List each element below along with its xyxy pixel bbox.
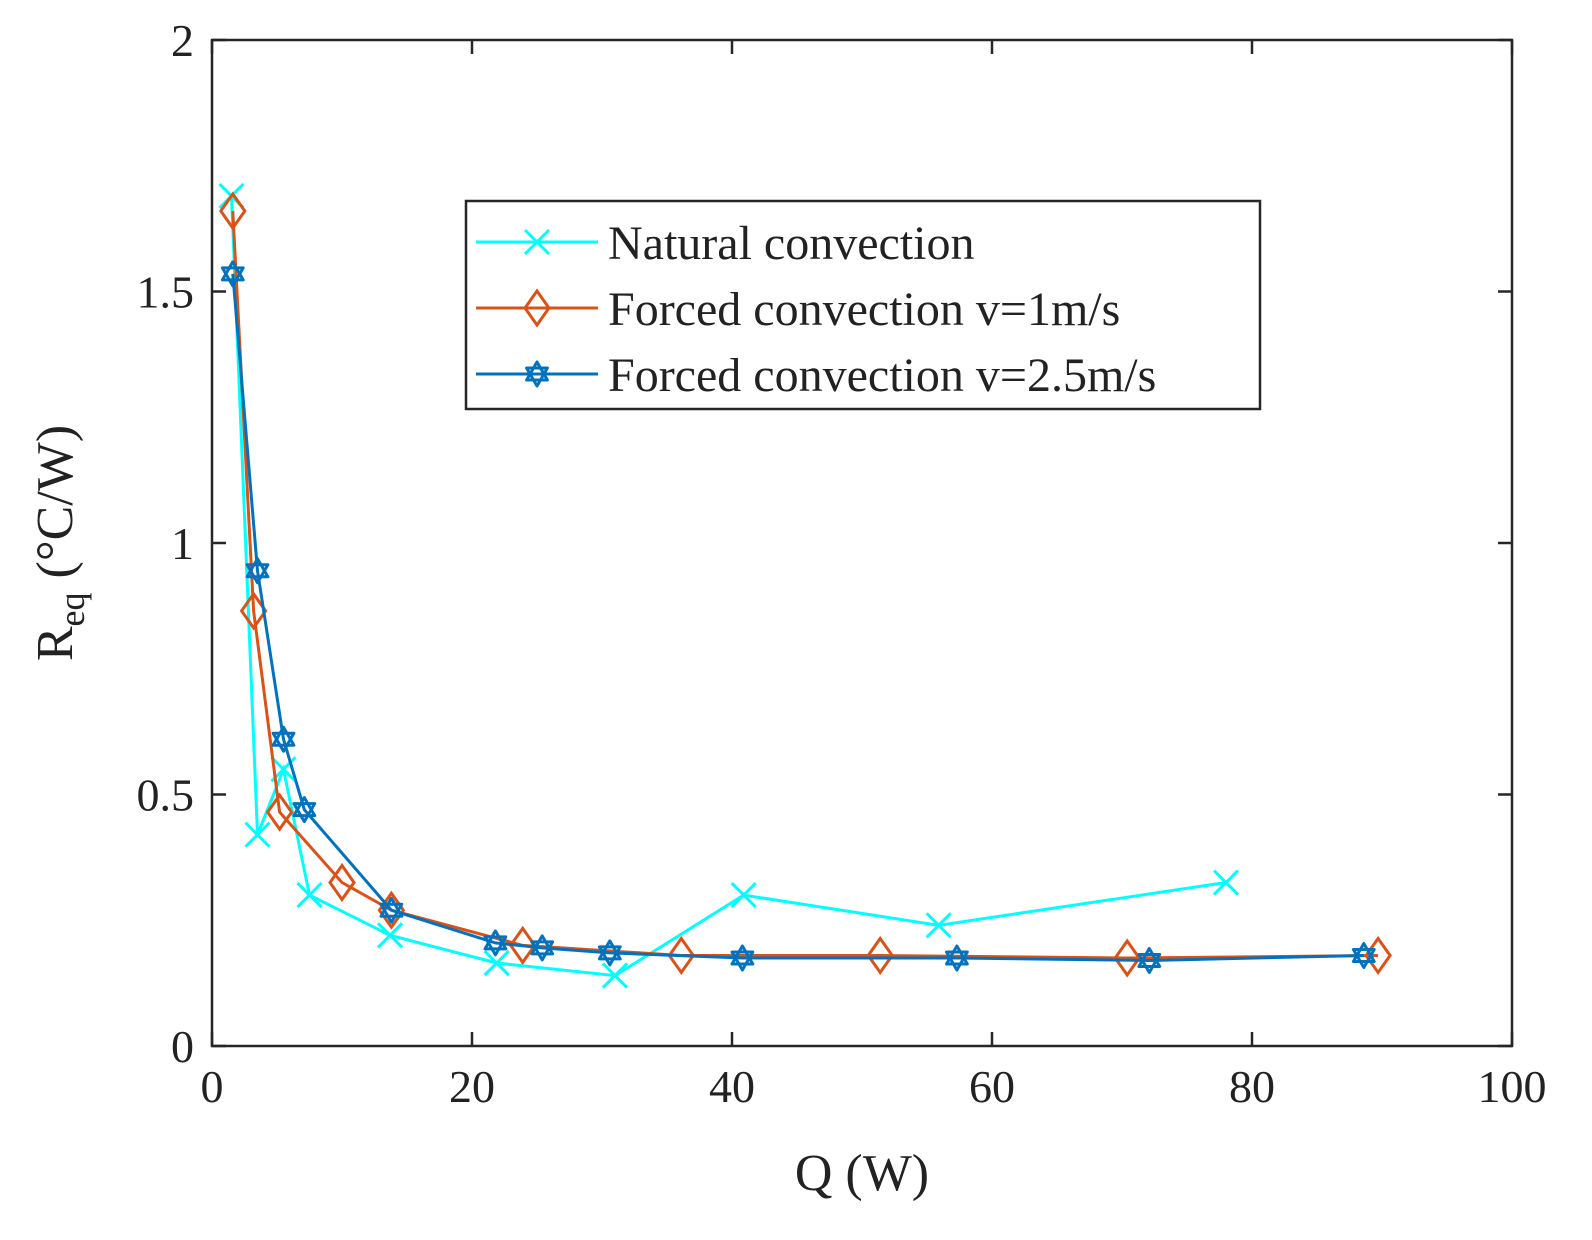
legend-label: Natural convection xyxy=(608,217,975,270)
series-2-point-9 xyxy=(1113,938,1142,978)
series-3-point-10-up xyxy=(945,944,969,966)
series-2-line xyxy=(231,210,1379,960)
x-tick-label: 60 xyxy=(969,1061,1015,1112)
series-3-point-2-up xyxy=(245,557,270,579)
series-1-point-6-stroke-b xyxy=(483,949,510,977)
legend-item-2: Forced convection v=1m/s xyxy=(476,283,1120,336)
y-tick-label: 0 xyxy=(171,1021,194,1072)
series-3-point-6 xyxy=(483,929,508,957)
series-3-point-7-down xyxy=(530,940,555,962)
series-3-point-9 xyxy=(730,944,755,972)
x-tick-label: 0 xyxy=(201,1061,224,1112)
series-3-point-3-down xyxy=(271,731,296,753)
series-3-point-6-up xyxy=(483,929,508,951)
legend-swatch-marker-down xyxy=(525,366,549,388)
series-3-point-4-up xyxy=(292,796,317,818)
series-1-point-8 xyxy=(730,882,757,909)
series-3-point-4 xyxy=(292,796,317,824)
series-1-point-7-stroke-b xyxy=(601,962,629,989)
series-3-point-3 xyxy=(271,725,296,753)
series-3-point-2 xyxy=(245,557,270,585)
series-3-point-8 xyxy=(597,939,622,967)
series-1-point-7 xyxy=(601,962,629,989)
x-tick-label: 80 xyxy=(1229,1061,1275,1112)
series-1-point-10-stroke-b xyxy=(1212,869,1240,896)
series-1-point-10 xyxy=(1212,869,1240,896)
legend-item-3: Forced convection v=2.5m/s xyxy=(476,349,1156,402)
series-layer xyxy=(218,182,1392,989)
x-axis-label: Q (W) xyxy=(795,1145,929,1202)
x-tick-label: 20 xyxy=(449,1061,495,1112)
series-2-point-6 xyxy=(508,925,537,966)
series-3-point-5-down xyxy=(379,902,404,924)
series-3-point-12 xyxy=(1351,942,1376,969)
plot-area xyxy=(212,40,1512,1046)
legend-swatch-marker xyxy=(525,360,549,388)
y-tick-label: 0.5 xyxy=(137,770,195,821)
series-3-point-11 xyxy=(1137,947,1162,974)
y-axis-label-main: R xyxy=(27,626,84,661)
series-3-point-4-down xyxy=(292,802,317,824)
x-tick-label: 100 xyxy=(1478,1061,1547,1112)
legend-item-1: Natural convection xyxy=(476,217,975,270)
y-axis-label-subscript: eq xyxy=(52,592,92,626)
y-tick-label: 1.5 xyxy=(137,267,195,318)
series-3-point-10-down xyxy=(945,950,969,972)
series-3-point-6-down xyxy=(483,935,508,957)
series-2-point-7 xyxy=(667,935,696,976)
series-3-point-12-up xyxy=(1351,942,1376,963)
series-1-point-2 xyxy=(244,821,271,848)
series-3-point-3-up xyxy=(271,725,296,747)
series-3-line xyxy=(231,273,1364,963)
legend-label: Forced convection v=2.5m/s xyxy=(608,349,1156,402)
series-1 xyxy=(218,182,1240,989)
series-3-point-12-down xyxy=(1351,948,1376,969)
series-3-point-9-up xyxy=(730,944,755,966)
series-3-point-10 xyxy=(945,944,969,972)
legend: Natural convection Forced convection v=1m… xyxy=(464,199,1262,411)
legend-swatch-marker-up xyxy=(525,360,549,382)
series-2-point-8 xyxy=(866,935,895,976)
series-3-point-7 xyxy=(530,934,555,962)
series-3-point-7-up xyxy=(530,934,555,956)
series-1-point-9 xyxy=(925,912,952,939)
series-3 xyxy=(220,260,1376,974)
series-1-point-9-stroke-b xyxy=(925,912,952,939)
series-1-line xyxy=(230,195,1227,978)
x-tick-label: 40 xyxy=(709,1061,755,1112)
series-2-point-1 xyxy=(218,191,247,231)
y-tick-label: 1 xyxy=(171,518,194,569)
legend-swatch-marker xyxy=(523,228,551,256)
series-3-point-1-up xyxy=(220,260,245,282)
series-3-point-9-down xyxy=(730,950,755,972)
legend-swatch-marker xyxy=(523,288,551,328)
series-1-point-5-stroke-b xyxy=(377,922,404,949)
series-3-point-1 xyxy=(220,260,245,288)
legend-box xyxy=(464,199,1262,411)
series-1-point-2-stroke-b xyxy=(244,821,271,848)
series-3-point-8-down xyxy=(597,945,622,967)
series-1-point-6 xyxy=(483,949,510,977)
y-axis-label: Req (°C/W) xyxy=(27,425,92,661)
series-3-point-5 xyxy=(379,896,404,924)
legend-label: Forced convection v=1m/s xyxy=(608,283,1120,336)
series-2-point-3 xyxy=(265,792,294,832)
series-3-point-5-up xyxy=(379,896,404,918)
series-2-point-4 xyxy=(328,862,356,903)
series-1-point-4 xyxy=(296,882,323,909)
series-3-point-11-down xyxy=(1137,953,1162,974)
series-3-point-8-up xyxy=(597,939,622,961)
series-1-point-5 xyxy=(377,922,404,949)
y-axis-label-unit: (°C/W) xyxy=(27,425,84,579)
legend-swatch-marker-stroke-b xyxy=(523,228,551,256)
series-3-point-1-down xyxy=(220,266,245,288)
series-3-point-2-down xyxy=(245,563,270,585)
series-3-point-11-up xyxy=(1137,947,1162,968)
series-1-point-4-stroke-b xyxy=(296,882,323,909)
y-tick-label: 2 xyxy=(171,15,194,66)
series-1-point-8-stroke-b xyxy=(730,882,757,909)
axes-layer: 0 20 40 60 80 100 0 0.5 1 1.5 2 xyxy=(137,15,1547,1112)
